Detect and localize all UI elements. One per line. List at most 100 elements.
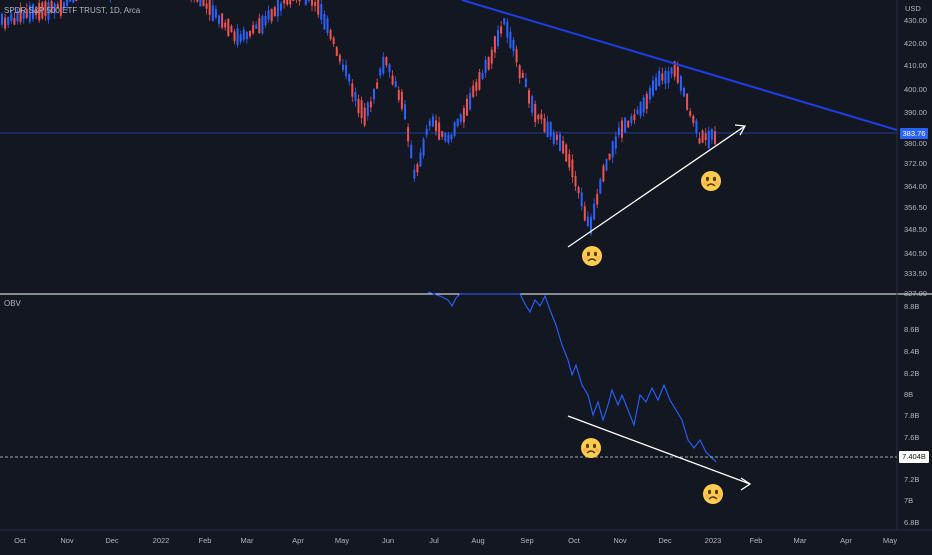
candle-body	[689, 111, 692, 116]
candle-body	[621, 120, 623, 138]
candle-body	[32, 4, 34, 20]
time-axis-tick: Dec	[658, 536, 672, 545]
price-axis-tick: 400.00	[904, 85, 927, 94]
candle-body	[568, 154, 571, 168]
candle-body	[304, 0, 307, 5]
candle-body	[710, 128, 713, 140]
obv-axis[interactable]: 8.8B 8.6B 8.4B 8.2B 8B 7.8B 7.6B 7.2B 7B 6.8B	[904, 302, 919, 527]
candle-body	[692, 115, 695, 123]
candle-body	[196, 0, 199, 2]
candle-body	[521, 72, 524, 78]
candle-body	[431, 116, 434, 127]
candle-body	[345, 65, 348, 77]
candle-body	[617, 127, 620, 136]
candle-body	[63, 2, 65, 9]
obv-line-group	[427, 291, 717, 463]
candle-body	[484, 59, 487, 73]
candle-body	[435, 120, 437, 132]
candle-body	[276, 0, 279, 17]
price-axis-tick: 356.50	[904, 203, 927, 212]
candle-body	[47, 2, 50, 20]
candle-body	[28, 5, 31, 22]
candle-body	[233, 31, 236, 42]
time-axis-tick: Oct	[14, 536, 27, 545]
descending-trendline[interactable]	[461, 0, 898, 131]
candle-body	[59, 0, 62, 16]
candle-body	[292, 0, 295, 1]
candle-body	[466, 98, 468, 116]
time-axis-tick: Nov	[613, 536, 627, 545]
candle-body	[280, 3, 282, 11]
price-axis-tick: 348.50	[904, 225, 927, 234]
candle-body	[400, 91, 403, 109]
candle-body	[602, 165, 605, 182]
candle-body	[624, 117, 627, 133]
obv-axis-tick: 8.2B	[904, 369, 919, 378]
obv-indicator-label[interactable]: OBV	[4, 299, 21, 308]
candle-body	[385, 57, 388, 66]
candle-body	[252, 25, 255, 34]
candle-body	[500, 26, 503, 34]
candle-body	[338, 55, 341, 62]
candle-body	[75, 0, 78, 1]
price-axis-tick: 380.00	[904, 139, 927, 148]
candle-body	[326, 18, 329, 34]
candle-body	[459, 114, 462, 122]
candle-body	[524, 78, 527, 88]
time-axis-tick: May	[883, 536, 897, 545]
candle-body	[642, 97, 645, 113]
candle-body	[379, 68, 382, 76]
obv-axis-tick: 7B	[904, 496, 913, 505]
candle-body	[664, 71, 667, 84]
frowning-face-icon	[701, 171, 721, 191]
obv-axis-tick: 8.4B	[904, 347, 919, 356]
candle-body	[332, 37, 335, 45]
price-rising-arrow[interactable]	[567, 124, 747, 248]
candle-body	[221, 13, 224, 28]
candle-body	[314, 1, 317, 7]
price-axis[interactable]: 420.00 410.00 400.00 390.00 380.00 372.00 364.…	[904, 16, 927, 298]
candle-body	[394, 81, 397, 88]
candle-body	[586, 216, 589, 226]
candle-body	[537, 114, 540, 120]
candle-body	[627, 120, 630, 128]
candle-body	[25, 8, 28, 18]
candle-body	[695, 120, 698, 134]
candle-body	[590, 216, 592, 234]
candle-body	[41, 2, 44, 19]
candle-body	[540, 113, 543, 120]
candle-body	[44, 1, 47, 16]
candle-body	[335, 47, 338, 56]
candle-body	[531, 95, 534, 113]
candle-body	[413, 169, 416, 179]
candle-body	[565, 144, 568, 162]
candle-body	[661, 73, 664, 81]
price-axis-tick: 364.00	[904, 182, 927, 191]
candle-body	[283, 0, 286, 4]
price-axis-tick: 430.00	[904, 16, 927, 25]
candle-body	[66, 0, 69, 6]
chart-title[interactable]: SPDR S&P 500 ETF TRUST, 1D, Arca	[4, 6, 141, 15]
candle-body	[227, 18, 230, 37]
candle-body	[289, 0, 292, 5]
candle-body	[416, 164, 419, 173]
candle-body	[686, 93, 689, 110]
candle-body	[242, 29, 245, 40]
candle-body	[518, 65, 521, 79]
candle-body	[7, 17, 10, 26]
candle-body	[555, 134, 558, 141]
candle-body	[245, 32, 248, 40]
time-axis-tick: Dec	[105, 536, 119, 545]
candle-body	[10, 13, 13, 21]
time-axis-tick: Oct	[568, 536, 581, 545]
candle-body	[286, 0, 289, 5]
candle-body	[72, 0, 75, 3]
candle-body	[481, 72, 484, 79]
candle-body	[397, 90, 400, 100]
candle-body	[515, 49, 518, 63]
obv-falling-arrow[interactable]	[567, 415, 752, 491]
candle-body	[506, 21, 509, 38]
time-axis[interactable]: Oct Nov Dec 2022 Feb Mar Apr May Jun Jul Aug Sep Oct…	[14, 536, 897, 545]
